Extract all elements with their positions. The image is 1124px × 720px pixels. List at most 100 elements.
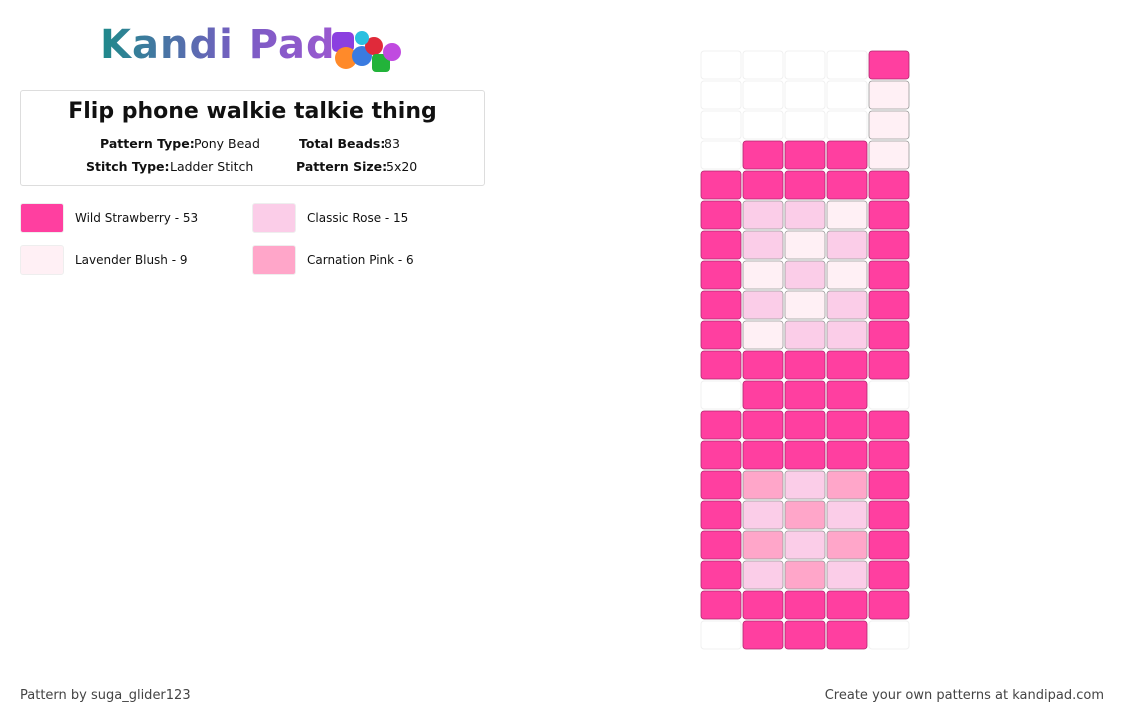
- empty-cell: [700, 140, 742, 170]
- bead: [742, 590, 784, 620]
- empty-cell: [742, 110, 784, 140]
- bead: [784, 440, 826, 470]
- empty-cell: [826, 50, 868, 80]
- bead: [742, 530, 784, 560]
- bead: [742, 470, 784, 500]
- bead: [784, 620, 826, 650]
- bead: [700, 410, 742, 440]
- bead: [826, 320, 868, 350]
- bead: [742, 500, 784, 530]
- empty-cell: [700, 380, 742, 410]
- bead: [700, 590, 742, 620]
- bead: [742, 140, 784, 170]
- bead: [700, 470, 742, 500]
- bead: [700, 260, 742, 290]
- bead: [868, 410, 910, 440]
- field-label: Pattern Type:: [100, 136, 195, 151]
- legend-label: Wild Strawberry - 53: [75, 211, 199, 225]
- legend-label: Lavender Blush - 9: [75, 253, 188, 267]
- empty-cell: [784, 50, 826, 80]
- bead: [826, 170, 868, 200]
- bead: [784, 170, 826, 200]
- bead: [784, 530, 826, 560]
- bead: [826, 590, 868, 620]
- footer-link: Create your own patterns at kandipad.com: [824, 688, 1104, 703]
- bead: [700, 350, 742, 380]
- bead: [826, 410, 868, 440]
- bead: [868, 230, 910, 260]
- bead: [742, 290, 784, 320]
- empty-cell: [784, 80, 826, 110]
- bead: [826, 200, 868, 230]
- logo-beads: [332, 31, 401, 72]
- bead: [784, 410, 826, 440]
- empty-cell: [826, 110, 868, 140]
- bead: [868, 350, 910, 380]
- bead: [700, 230, 742, 260]
- bead: [868, 530, 910, 560]
- bead: [868, 200, 910, 230]
- bead: [868, 440, 910, 470]
- bead: [868, 590, 910, 620]
- bead: [742, 620, 784, 650]
- empty-cell: [784, 110, 826, 140]
- bead: [868, 560, 910, 590]
- field-value: 83: [384, 136, 400, 151]
- bead: [742, 170, 784, 200]
- empty-cell: [700, 110, 742, 140]
- bead: [826, 560, 868, 590]
- bead-grid: [700, 50, 910, 650]
- bead: [826, 470, 868, 500]
- bead: [742, 380, 784, 410]
- field-label: Stitch Type:: [86, 159, 170, 174]
- empty-cell: [868, 620, 910, 650]
- bead: [826, 380, 868, 410]
- legend-label: Carnation Pink - 6: [307, 253, 414, 267]
- bead: [868, 170, 910, 200]
- bead: [826, 350, 868, 380]
- bead: [700, 290, 742, 320]
- bead: [700, 200, 742, 230]
- bead: [700, 500, 742, 530]
- field-value: 5x20: [386, 159, 418, 174]
- bead: [784, 500, 826, 530]
- bead: [742, 350, 784, 380]
- bead: [868, 470, 910, 500]
- legend-swatch: [20, 203, 64, 233]
- empty-cell: [700, 620, 742, 650]
- bead: [826, 500, 868, 530]
- logo: Kandi Pad: [100, 22, 336, 68]
- bead: [868, 80, 910, 110]
- bead: [784, 320, 826, 350]
- bead: [742, 560, 784, 590]
- bead: [784, 590, 826, 620]
- bead: [742, 200, 784, 230]
- bead: [826, 620, 868, 650]
- bead: [826, 290, 868, 320]
- empty-cell: [742, 50, 784, 80]
- empty-cell: [826, 80, 868, 110]
- info-card: Flip phone walkie talkie thing Pattern T…: [20, 90, 485, 186]
- bead: [784, 560, 826, 590]
- bead: [868, 140, 910, 170]
- bead: [700, 560, 742, 590]
- bead: [784, 470, 826, 500]
- legend-swatch: [252, 245, 296, 275]
- bead: [742, 320, 784, 350]
- bead: [868, 110, 910, 140]
- bead: [784, 140, 826, 170]
- bead: [826, 440, 868, 470]
- bead: [742, 230, 784, 260]
- field-value: Ladder Stitch: [170, 159, 254, 174]
- bead: [826, 230, 868, 260]
- bead: [826, 260, 868, 290]
- legend-swatch: [20, 245, 64, 275]
- field-label: Total Beads:: [299, 136, 386, 151]
- bead: [742, 260, 784, 290]
- bead: [826, 140, 868, 170]
- empty-cell: [868, 380, 910, 410]
- bead: [784, 290, 826, 320]
- bead: [700, 530, 742, 560]
- bead: [700, 320, 742, 350]
